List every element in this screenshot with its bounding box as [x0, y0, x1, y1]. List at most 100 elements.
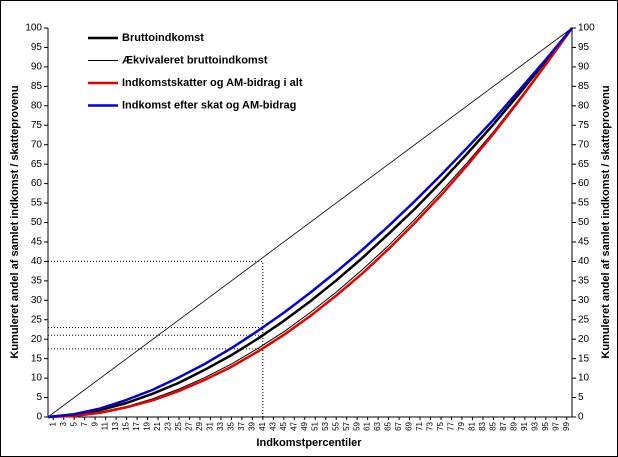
y-tick-label: 40	[31, 256, 43, 267]
x-tick-label: 19	[143, 421, 152, 430]
x-tick-label: 7	[80, 421, 89, 426]
y-tick-label: 5	[36, 392, 42, 403]
y-tick-label: 60	[31, 178, 43, 189]
x-tick-label: 51	[310, 421, 319, 430]
y2-tick-label: 80	[578, 100, 590, 111]
y2-tick-label: 90	[578, 62, 590, 73]
x-tick-label: 71	[415, 421, 424, 430]
x-tick-label: 61	[363, 421, 372, 430]
x-tick-label: 55	[331, 421, 340, 430]
y2-tick-label: 10	[578, 373, 590, 384]
series-line	[47, 27, 574, 419]
x-tick-label: 21	[153, 421, 162, 430]
x-tick-label: 85	[489, 421, 498, 430]
y2-tick-label: 20	[578, 334, 590, 345]
x-tick-label: 99	[562, 421, 571, 430]
x-tick-label: 1	[48, 421, 57, 426]
x-tick-label: 91	[520, 421, 529, 430]
x-tick-label: 11	[101, 421, 110, 430]
y-tick-label: 55	[31, 198, 43, 209]
x-tick-label: 5	[69, 421, 78, 426]
y2-tick-label: 100	[578, 23, 595, 34]
y-tick-label: 15	[31, 353, 43, 364]
x-tick-label: 63	[373, 421, 382, 430]
series-line	[47, 27, 573, 419]
y2-tick-label: 85	[578, 81, 590, 92]
x-tick-label: 69	[405, 421, 414, 430]
x-tick-label: 75	[436, 421, 445, 430]
x-tick-label: 49	[300, 421, 309, 430]
y-tick-label: 50	[31, 217, 43, 228]
x-tick-label: 79	[457, 421, 466, 430]
x-tick-label: 9	[90, 421, 99, 426]
x-tick-label: 77	[447, 421, 456, 430]
x-tick-label: 59	[352, 421, 361, 430]
y2-tick-label: 40	[578, 256, 590, 267]
x-tick-label: 87	[499, 421, 508, 430]
y2-tick-label: 0	[578, 412, 584, 423]
y-tick-label: 75	[31, 120, 43, 131]
y-tick-label: 25	[31, 314, 43, 325]
y-tick-label: 100	[25, 23, 42, 34]
series-line	[47, 27, 573, 419]
x-tick-label: 73	[426, 421, 435, 430]
x-tick-label: 53	[321, 421, 330, 430]
x-tick-label: 29	[195, 421, 204, 430]
y2-tick-label: 75	[578, 120, 590, 131]
y2-tick-label: 70	[578, 139, 590, 150]
y-tick-label: 0	[36, 412, 42, 423]
x-tick-label: 81	[468, 421, 477, 430]
x-tick-label: 33	[216, 421, 225, 430]
y2-tick-label: 45	[578, 237, 590, 248]
x-tick-label: 37	[237, 421, 246, 430]
equality-line	[47, 27, 573, 418]
y2-axis-label: Kumuleret andel af samlet indkomst / ska…	[600, 85, 612, 358]
y-tick-label: 95	[31, 42, 43, 53]
x-tick-label: 67	[394, 421, 403, 430]
y-tick-label: 70	[31, 139, 43, 150]
y2-tick-label: 35	[578, 275, 590, 286]
y2-tick-label: 65	[578, 159, 590, 170]
legend-label: Bruttoindkomst	[122, 32, 204, 44]
y-tick-label: 45	[31, 237, 43, 248]
x-tick-label: 45	[279, 421, 288, 430]
y2-tick-label: 5	[578, 392, 584, 403]
y-axis-label: Kumuleret andel af samlet indkomst / ska…	[9, 85, 21, 358]
x-tick-label: 57	[342, 421, 351, 430]
x-tick-label: 31	[206, 421, 215, 430]
x-tick-label: 65	[384, 421, 393, 430]
x-tick-label: 25	[174, 421, 183, 430]
x-tick-label: 13	[111, 421, 120, 430]
y2-tick-label: 15	[578, 353, 590, 364]
y-tick-label: 90	[31, 62, 43, 73]
x-tick-label: 95	[541, 421, 550, 430]
x-tick-label: 93	[530, 421, 539, 430]
x-tick-label: 17	[132, 421, 141, 430]
x-tick-label: 15	[122, 421, 131, 430]
x-tick-label: 83	[478, 421, 487, 430]
legend-label: Indkomstskatter og AM-bidrag i alt	[122, 77, 303, 89]
x-tick-label: 89	[509, 421, 518, 430]
x-tick-label: 97	[551, 421, 560, 430]
y-tick-label: 80	[31, 100, 43, 111]
x-tick-label: 41	[258, 421, 267, 430]
y-tick-label: 85	[31, 81, 43, 92]
x-tick-label: 47	[289, 421, 298, 430]
y2-tick-label: 60	[578, 178, 590, 189]
y-tick-label: 35	[31, 275, 43, 286]
x-tick-label: 3	[59, 421, 68, 426]
x-tick-label: 39	[247, 421, 256, 430]
legend-label: Ækvivaleret bruttoindkomst	[122, 54, 268, 66]
x-tick-label: 27	[185, 421, 194, 430]
legend-label: Indkomst efter skat og AM-bidrag	[122, 99, 296, 111]
y2-tick-label: 50	[578, 217, 590, 228]
y-tick-label: 20	[31, 334, 43, 345]
x-tick-label: 43	[268, 421, 277, 430]
y-tick-label: 30	[31, 295, 43, 306]
y2-tick-label: 25	[578, 314, 590, 325]
y2-tick-label: 55	[578, 198, 590, 209]
x-axis-label: Indkomstpercentiler	[256, 437, 362, 449]
